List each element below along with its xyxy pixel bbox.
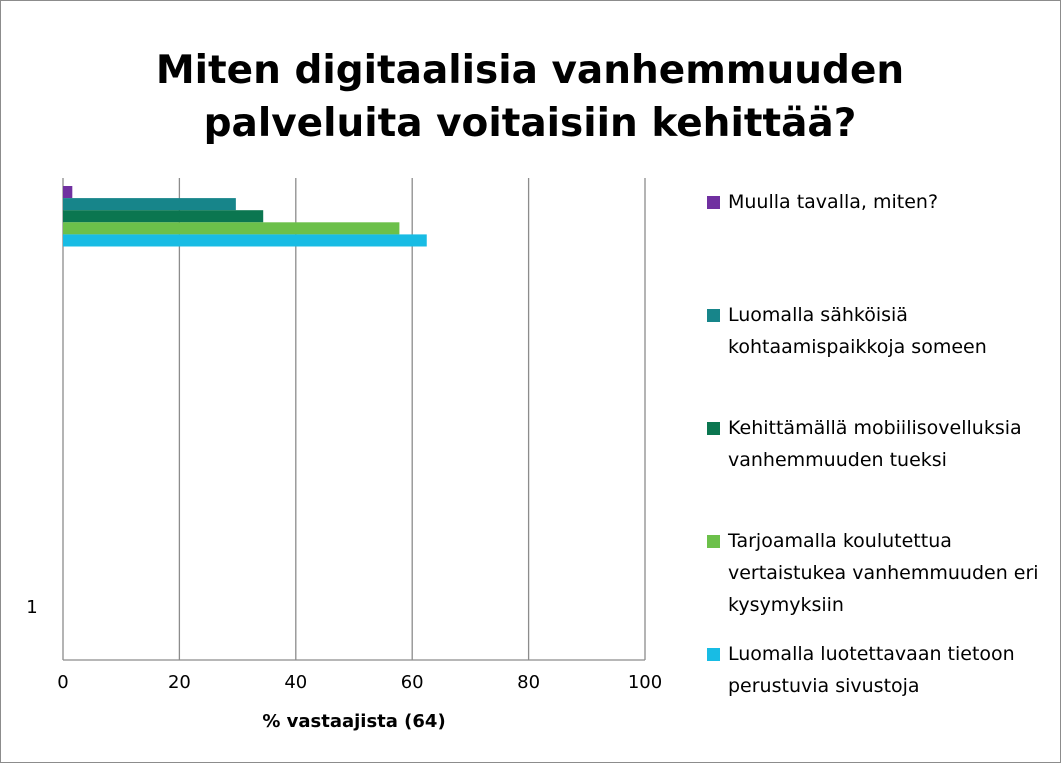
bar: [63, 186, 73, 199]
x-tick-label: 100: [628, 672, 662, 693]
legend-label: Kehittämällä mobiilisovelluksia vanhemmu…: [728, 417, 1022, 471]
legend-swatch: [707, 196, 720, 209]
x-tick-label: 20: [168, 672, 191, 693]
legend-swatch: [707, 309, 720, 322]
bar: [63, 198, 236, 211]
legend-swatch: [707, 648, 720, 661]
bar: [63, 234, 427, 247]
x-tick-label: 40: [284, 672, 307, 693]
legend-item: Luomalla sähköisiä kohtaamispaikkoja som…: [707, 299, 1047, 363]
legend-swatch: [707, 422, 720, 435]
x-axis-label: % vastaajista (64): [262, 711, 445, 732]
y-tick-label: 1: [26, 597, 37, 618]
bar: [63, 210, 264, 223]
legend-item: Muulla tavalla, miten?: [707, 186, 1047, 218]
legend-label: Tarjoamalla koulutettua vertaistukea van…: [728, 530, 1039, 616]
chart-title: Miten digitaalisia vanhemmuuden palvelui…: [155, 48, 905, 146]
x-tick-label: 0: [57, 672, 68, 693]
legend-label: Luomalla sähköisiä kohtaamispaikkoja som…: [728, 304, 987, 358]
x-tick-label: 80: [517, 672, 540, 693]
legend-item: Tarjoamalla koulutettua vertaistukea van…: [707, 525, 1047, 621]
legend-swatch: [707, 535, 720, 548]
bar: [63, 222, 400, 235]
legend-label: Muulla tavalla, miten?: [728, 191, 939, 213]
legend-label: Luomalla luotettavaan tietoon perustuvia…: [728, 643, 1015, 697]
legend-item: Luomalla luotettavaan tietoon perustuvia…: [707, 638, 1047, 702]
legend-item: Kehittämällä mobiilisovelluksia vanhemmu…: [707, 412, 1047, 476]
x-tick-label: 60: [401, 672, 424, 693]
